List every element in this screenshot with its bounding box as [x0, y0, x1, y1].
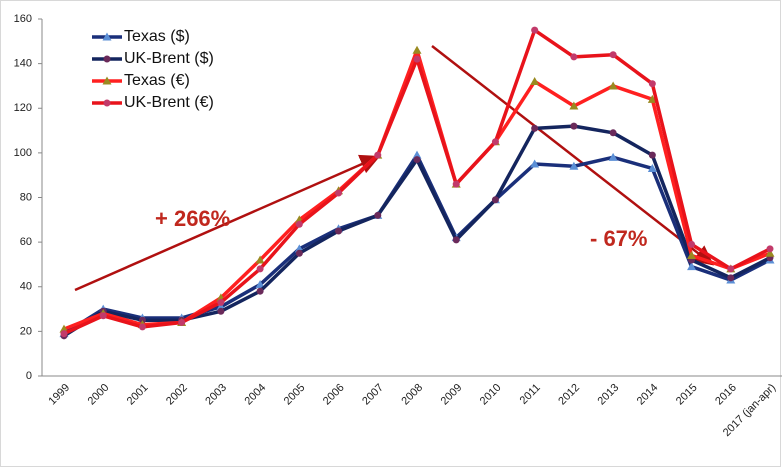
annotation: - 67%: [590, 226, 647, 251]
x-tick-label: 2010: [478, 382, 504, 408]
marker: [99, 312, 107, 320]
x-tick-label: 2005: [282, 382, 308, 408]
marker: [569, 101, 579, 110]
y-tick-label: 100: [14, 147, 32, 159]
marker: [413, 156, 421, 164]
legend-label: UK-Brent (€): [124, 94, 214, 111]
marker: [727, 274, 735, 282]
marker: [647, 94, 657, 103]
marker: [687, 262, 697, 271]
marker: [295, 220, 303, 228]
marker: [255, 255, 265, 264]
marker: [687, 251, 697, 260]
marker: [648, 80, 656, 88]
marker: [138, 323, 146, 331]
marker: [412, 45, 422, 54]
x-tick-label: 2001: [125, 382, 151, 408]
annotation: + 266%: [155, 206, 230, 231]
rise-arrow: [74, 154, 381, 292]
plot-area: [59, 26, 775, 340]
marker: [609, 51, 617, 59]
y-tick-label: 160: [14, 13, 32, 25]
marker: [491, 196, 499, 204]
marker: [412, 150, 422, 159]
marker: [688, 240, 696, 248]
marker: [103, 55, 111, 63]
marker: [217, 307, 225, 315]
marker: [335, 227, 343, 235]
x-tick-label: 2015: [674, 382, 700, 408]
marker: [413, 55, 421, 63]
legend-label: Texas (€): [124, 72, 190, 89]
y-tick-label: 120: [14, 102, 32, 114]
x-tick-label: 2016: [713, 382, 739, 408]
marker: [217, 298, 225, 306]
x-tick-label: 2009: [439, 382, 465, 408]
marker: [608, 81, 618, 90]
y-tick-label: 40: [20, 281, 32, 293]
marker: [570, 122, 578, 130]
y-tick-label: 60: [20, 236, 32, 248]
x-tick-label: 2014: [635, 382, 661, 408]
marker: [255, 280, 265, 289]
marker: [727, 265, 735, 273]
marker: [103, 99, 111, 107]
marker: [530, 159, 540, 168]
marker: [374, 151, 382, 159]
marker: [530, 76, 540, 85]
marker: [335, 189, 343, 197]
legend-label: UK-Brent ($): [124, 50, 214, 67]
marker: [608, 152, 618, 161]
marker: [648, 151, 656, 159]
x-tick-label: 2013: [595, 382, 621, 408]
marker: [766, 245, 774, 253]
y-tick-label: 20: [20, 325, 32, 337]
y-tick-label: 0: [26, 370, 32, 382]
x-tick-label: 2000: [86, 382, 112, 408]
marker: [531, 124, 539, 132]
marker: [102, 32, 112, 41]
marker: [256, 265, 264, 273]
fall-arrow: [431, 45, 714, 266]
marker: [452, 180, 460, 188]
x-tick-label: 2003: [203, 382, 229, 408]
x-tick-label: 2002: [164, 382, 190, 408]
y-tick-label: 80: [20, 191, 32, 203]
marker: [452, 236, 460, 244]
x-tick-label: 2004: [242, 382, 268, 408]
marker: [647, 163, 657, 172]
marker: [569, 161, 579, 170]
legend-label: Texas ($): [124, 28, 190, 45]
x-tick-label: 2012: [556, 382, 582, 408]
marker: [374, 211, 382, 219]
marker: [531, 26, 539, 34]
series: [59, 150, 775, 338]
y-tick-label: 140: [14, 58, 32, 70]
marker: [570, 53, 578, 61]
x-tick-label: 2006: [321, 382, 347, 408]
marker: [295, 249, 303, 257]
marker: [102, 76, 112, 85]
x-tick-label: 2011: [518, 382, 543, 407]
marker: [609, 129, 617, 137]
marker: [59, 324, 69, 333]
series: [60, 26, 774, 338]
x-tick-label: 2007: [360, 382, 386, 408]
x-tick-label: 2008: [399, 382, 425, 408]
marker: [256, 287, 264, 295]
marker: [765, 248, 775, 257]
marker: [60, 330, 68, 338]
marker: [178, 318, 186, 326]
x-tick-label: 1999: [46, 382, 72, 408]
marker: [491, 138, 499, 146]
